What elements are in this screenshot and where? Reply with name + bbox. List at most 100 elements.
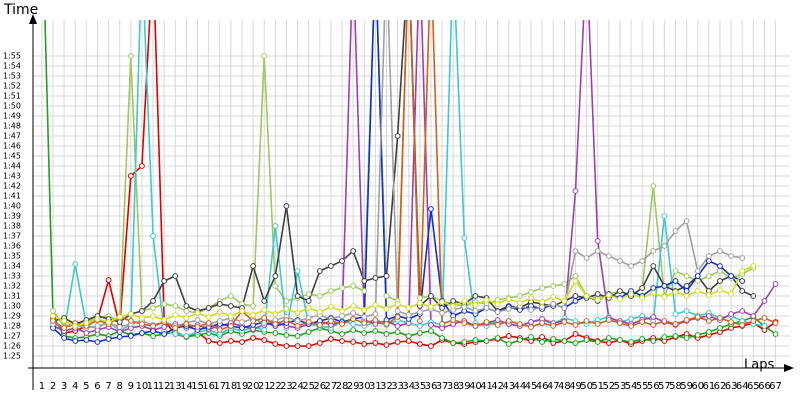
y-tick-label: 1:50 <box>3 102 21 111</box>
y-tick-label: 1:32 <box>3 282 21 291</box>
point-marker <box>428 206 434 212</box>
y-tick-label: 1:46 <box>3 142 21 151</box>
point-marker <box>761 298 768 304</box>
point-marker <box>428 304 434 310</box>
point-marker <box>183 308 190 314</box>
x-tick-label: 44 <box>514 381 527 392</box>
point-marker <box>239 339 245 345</box>
point-marker <box>416 323 423 329</box>
point-marker <box>294 318 301 324</box>
point-marker <box>428 293 434 299</box>
point-marker <box>83 320 90 326</box>
x-tick-label: 4 <box>72 381 78 392</box>
y-tick-label: 1:52 <box>3 82 21 91</box>
series-line <box>52 20 776 347</box>
point-marker <box>272 223 279 229</box>
point-marker <box>394 329 401 335</box>
y-tick-label: 1:40 <box>3 202 21 211</box>
point-marker <box>216 318 223 324</box>
point-marker <box>572 293 579 299</box>
point-marker <box>583 293 590 299</box>
y-tick-label: 1:43 <box>3 172 21 181</box>
point-marker <box>105 277 112 283</box>
x-tick-label: 6 <box>94 381 100 392</box>
y-tick-label: 1:29 <box>3 312 21 321</box>
point-marker <box>650 263 657 269</box>
x-tick-label: 54 <box>625 381 638 392</box>
y-axis-arrow <box>29 14 37 24</box>
point-marker <box>705 313 712 319</box>
point-marker <box>739 288 746 294</box>
point-marker <box>450 298 457 304</box>
point-marker <box>105 336 112 342</box>
y-tick-label: 1:26 <box>3 342 21 351</box>
x-tick-label: 15 <box>191 381 204 392</box>
y-tick-label: 1:27 <box>3 332 21 341</box>
point-marker <box>550 283 557 289</box>
point-marker <box>294 268 301 274</box>
point-marker <box>183 303 190 309</box>
point-marker <box>683 283 690 289</box>
point-marker <box>383 273 390 279</box>
point-marker <box>739 278 746 284</box>
point-marker <box>672 321 679 327</box>
point-marker <box>594 297 601 303</box>
point-marker <box>339 308 345 314</box>
point-marker <box>650 314 657 320</box>
x-tick-label: 11 <box>147 381 160 392</box>
point-marker <box>127 333 134 339</box>
x-tick-label: 45 <box>525 381 538 392</box>
point-marker <box>150 233 156 239</box>
x-tick-label: 16 <box>202 381 215 392</box>
point-marker <box>494 301 501 307</box>
y-tick-label: 1:48 <box>3 122 21 131</box>
point-marker <box>372 275 379 281</box>
point-marker <box>761 323 768 329</box>
point-marker <box>172 331 179 337</box>
y-tick-label: 1:25 <box>3 352 21 361</box>
point-marker <box>739 308 746 314</box>
point-marker <box>361 307 368 313</box>
point-marker <box>194 324 201 330</box>
point-marker <box>561 305 568 311</box>
point-marker <box>583 318 590 324</box>
point-marker <box>494 322 501 328</box>
point-marker <box>261 327 268 333</box>
point-marker <box>505 296 512 302</box>
point-marker <box>61 318 68 324</box>
x-tick-label: 31 <box>369 381 382 392</box>
point-marker <box>261 298 268 304</box>
point-marker <box>205 338 212 344</box>
point-marker <box>394 339 401 345</box>
point-marker <box>483 305 490 311</box>
point-marker <box>116 334 123 340</box>
point-marker <box>350 248 357 254</box>
x-tick-label: 63 <box>725 381 738 392</box>
point-marker <box>205 305 212 311</box>
point-marker <box>772 331 779 337</box>
x-tick-label: 34 <box>402 381 415 392</box>
point-marker <box>750 293 757 299</box>
point-marker <box>661 213 668 219</box>
point-marker <box>227 338 234 344</box>
point-marker <box>383 321 390 327</box>
point-marker <box>594 291 601 297</box>
point-marker <box>139 321 145 327</box>
point-marker <box>172 273 179 279</box>
point-marker <box>339 313 345 319</box>
point-marker <box>150 323 156 329</box>
point-marker <box>216 340 223 346</box>
point-marker <box>672 311 679 317</box>
y-tick-label: 1:42 <box>3 182 21 191</box>
x-tick-label: 42 <box>491 381 504 392</box>
x-tick-label: 48 <box>558 381 571 392</box>
point-marker <box>739 322 746 328</box>
point-marker <box>361 278 368 284</box>
y-tick-label: 1:47 <box>3 132 21 141</box>
point-marker <box>50 318 56 324</box>
point-marker <box>572 340 579 346</box>
point-marker <box>328 336 334 342</box>
point-marker <box>227 323 234 329</box>
point-marker <box>483 338 490 344</box>
x-tick-label: 39 <box>458 381 471 392</box>
